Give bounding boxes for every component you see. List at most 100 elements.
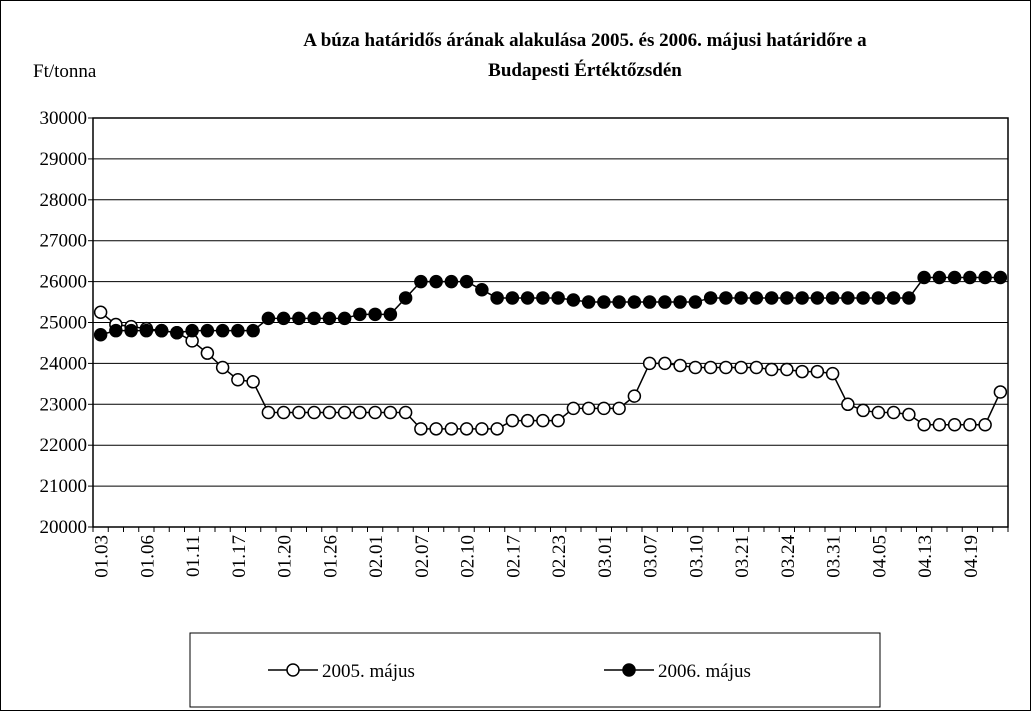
data-point [276,311,291,326]
data-point [246,323,260,338]
data-point [581,401,596,416]
x-tick-label: 01.03 [92,535,113,578]
data-point [337,311,352,326]
data-point [215,360,230,375]
x-tick-label: 03.24 [778,535,799,578]
data-point [810,291,825,305]
data-point [825,291,840,305]
data-point [292,405,306,420]
data-point [871,405,886,420]
data-point [810,364,825,379]
data-point [536,291,550,305]
legend-marker [286,663,300,677]
data-point [612,401,626,416]
data-point [658,295,672,309]
data-point [917,418,931,432]
data-point [536,413,550,428]
data-point [505,413,520,428]
x-tick-label: 01.20 [275,535,296,578]
x-tick-label: 02.07 [412,535,433,578]
data-point [947,270,962,285]
data-point [322,405,337,420]
data-point [780,291,794,305]
x-tick-label: 03.10 [686,535,707,578]
data-point [978,418,992,432]
data-point [429,274,443,289]
data-point [520,291,535,305]
data-point [886,405,901,420]
data-point [963,270,977,285]
data-point [581,295,596,309]
y-tick-label: 21000 [40,476,88,497]
x-tick-label: 01.26 [320,535,341,578]
data-point [749,360,764,375]
data-point [703,291,718,305]
data-point [597,401,611,416]
data-point [764,362,779,377]
x-tick-label: 02.23 [549,535,570,578]
data-point [307,405,321,420]
data-point [673,295,687,309]
data-point [414,274,428,289]
data-point [658,356,672,371]
data-point [383,307,398,322]
data-point [566,401,581,416]
data-point [764,291,779,305]
data-point [871,291,886,305]
y-tick-label: 24000 [40,353,88,374]
y-axis-label: Ft/tonna [33,61,97,82]
data-point [124,323,138,338]
data-point [353,405,367,420]
data-point [993,270,1008,285]
x-tick-label: 03.31 [824,535,845,578]
data-point [688,295,703,309]
data-point [795,364,809,379]
data-point [505,291,520,305]
data-point [703,360,718,375]
data-point [688,360,703,375]
data-point [475,283,489,297]
y-tick-label: 27000 [40,231,88,252]
data-point [856,291,870,305]
y-tick-label: 26000 [40,272,88,293]
chart-title: Budapesti Értéktőzsdén [488,59,682,81]
data-point [551,291,565,305]
data-point [963,418,977,432]
data-point [627,295,642,309]
data-point [353,307,367,322]
data-point [734,291,748,305]
data-point [597,295,611,309]
data-point [368,405,382,420]
x-tick-label: 01.06 [137,535,158,578]
chart-title: A búza határidős árának alakulása 2005. … [303,30,867,51]
data-point [398,405,413,420]
data-point [292,311,306,326]
data-point [749,291,764,305]
data-point [917,270,931,285]
data-point [734,360,748,375]
data-point [185,323,199,338]
legend-label: 2006. május [658,661,751,682]
data-point [459,422,474,436]
x-tick-label: 04.19 [961,535,982,578]
data-point [780,362,794,377]
data-point [993,385,1008,399]
data-point [444,422,459,436]
data-point [459,274,474,289]
y-tick-label: 29000 [40,149,88,170]
data-point [902,291,916,305]
data-point [795,291,809,305]
data-point [337,405,352,420]
data-point [414,422,428,436]
data-point [841,291,855,305]
data-point [93,328,108,342]
data-point [93,305,108,320]
y-tick-label: 22000 [40,435,88,456]
x-tick-label: 04.05 [869,535,890,578]
x-tick-label: 04.13 [915,535,936,578]
y-tick-label: 30000 [40,108,88,129]
data-point [307,311,321,326]
y-tick-label: 20000 [40,517,88,538]
data-point [825,366,840,381]
